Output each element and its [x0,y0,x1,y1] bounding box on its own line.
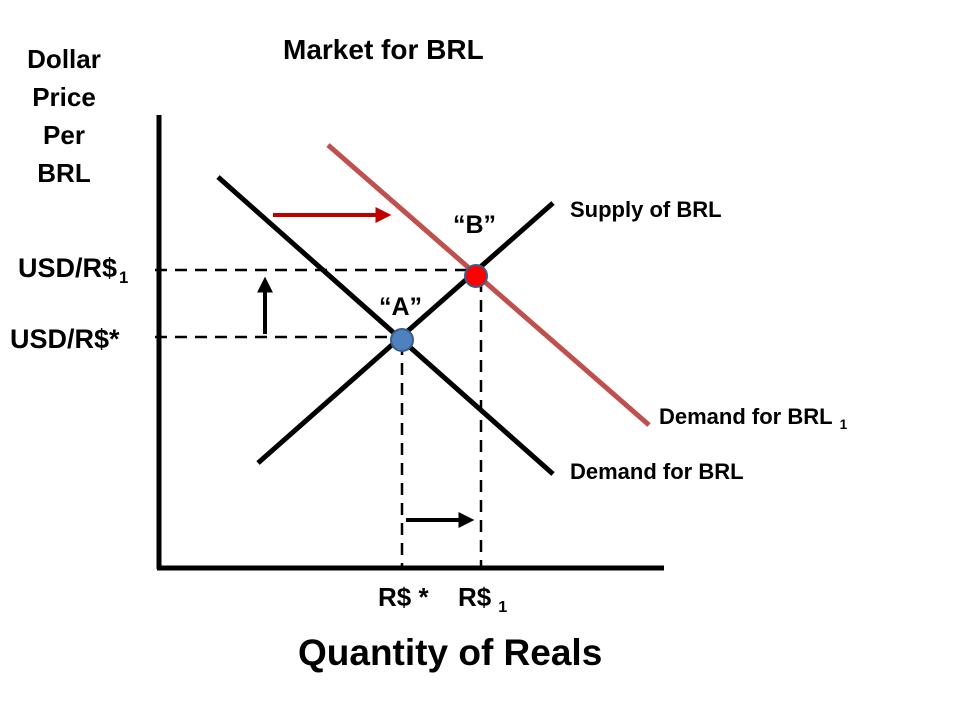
demand-label: Demand for BRL [570,459,744,484]
quantity-label-new-text: R$ [458,582,492,612]
x-axis-label: Quantity of Reals [298,632,603,673]
price-label-new-sub: 1 [119,267,129,287]
demand-curve-new [326,143,651,427]
quantity-label-new: R$ 1 [458,582,507,617]
demand-curve [216,175,555,476]
demand-new-label-sub: 1 [839,416,848,432]
price-label-new: USD/R$ 1 [18,253,128,288]
demand-new-label-text: Demand for BRL [659,404,833,429]
y-axis-label-line: BRL [37,158,91,188]
price-label-original: USD/R$* [10,324,120,354]
y-axis-label-line: Per [43,120,85,150]
quantity-label-new-sub: 1 [498,597,508,616]
point-a-label: “A” [379,293,423,321]
chart-title: Market for BRL [283,34,484,65]
y-axis-label: Dollar Price Per BRL [18,40,110,192]
equilibrium-point-a [390,328,414,352]
quantity-label-original: R$ * [378,582,429,612]
demand-new-label: Demand for BRL 1 [659,404,847,432]
point-b-label: “B” [453,211,497,239]
y-axis-label-line: Dollar [27,44,101,74]
price-label-new-text: USD/R$ [18,253,118,283]
y-axis-label-line: Price [32,82,96,112]
supply-label: Supply of BRL [570,197,722,222]
equilibrium-point-b [464,264,488,288]
